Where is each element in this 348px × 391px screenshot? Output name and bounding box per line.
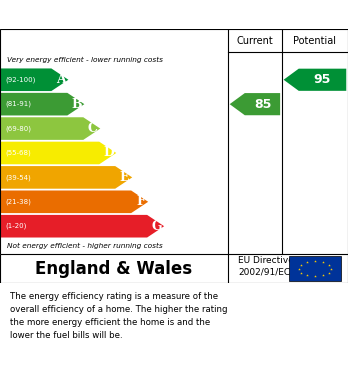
Text: Very energy efficient - lower running costs: Very energy efficient - lower running co… bbox=[7, 57, 163, 63]
Text: (81-91): (81-91) bbox=[5, 101, 31, 108]
Text: (21-38): (21-38) bbox=[5, 199, 31, 205]
Text: EU Directive
2002/91/EC: EU Directive 2002/91/EC bbox=[238, 256, 294, 277]
Text: 95: 95 bbox=[314, 73, 331, 86]
Text: C: C bbox=[88, 122, 98, 135]
Text: G: G bbox=[151, 220, 162, 233]
Text: D: D bbox=[103, 147, 114, 160]
Polygon shape bbox=[0, 93, 84, 115]
Polygon shape bbox=[0, 215, 164, 237]
Text: 85: 85 bbox=[254, 98, 271, 111]
Text: E: E bbox=[120, 171, 129, 184]
Polygon shape bbox=[230, 93, 280, 115]
Bar bbox=[289, 256, 341, 281]
Polygon shape bbox=[0, 117, 100, 140]
Text: Not energy efficient - higher running costs: Not energy efficient - higher running co… bbox=[7, 243, 163, 249]
Text: F: F bbox=[136, 195, 145, 208]
Polygon shape bbox=[284, 69, 346, 91]
Text: (39-54): (39-54) bbox=[5, 174, 31, 181]
Text: (69-80): (69-80) bbox=[5, 126, 31, 132]
Text: The energy efficiency rating is a measure of the
overall efficiency of a home. T: The energy efficiency rating is a measur… bbox=[10, 292, 228, 340]
Polygon shape bbox=[0, 142, 116, 164]
Text: (55-68): (55-68) bbox=[5, 150, 31, 156]
Polygon shape bbox=[0, 68, 68, 91]
Text: Potential: Potential bbox=[293, 36, 337, 46]
Text: A: A bbox=[56, 73, 66, 86]
Text: England & Wales: England & Wales bbox=[35, 260, 192, 278]
Text: (1-20): (1-20) bbox=[5, 223, 26, 230]
Text: Current: Current bbox=[237, 36, 273, 46]
Polygon shape bbox=[0, 166, 132, 189]
Text: (92-100): (92-100) bbox=[5, 77, 35, 83]
Text: B: B bbox=[71, 98, 82, 111]
Polygon shape bbox=[0, 190, 148, 213]
Text: Energy Efficiency Rating: Energy Efficiency Rating bbox=[10, 7, 221, 22]
